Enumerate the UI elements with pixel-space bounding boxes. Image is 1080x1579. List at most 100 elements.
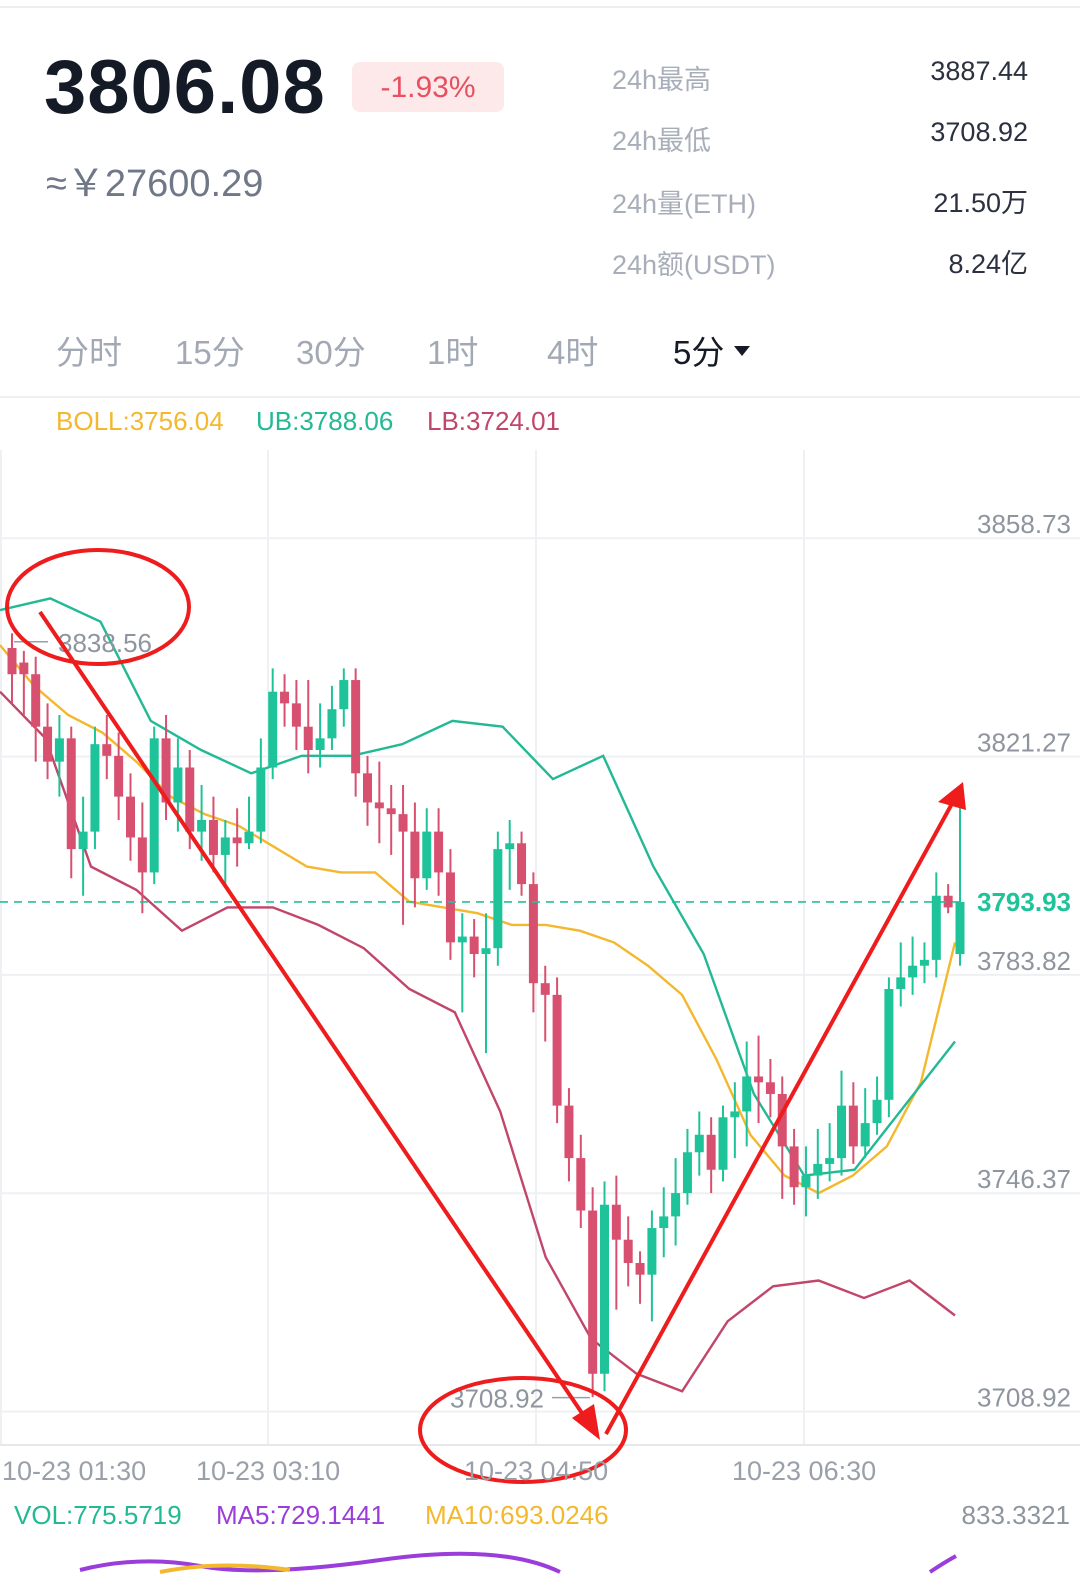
high-marker-label: 3838.56 <box>58 628 152 658</box>
volume-max: 833.3321 <box>961 1500 1070 1530</box>
candle-body <box>931 895 941 960</box>
tab-30m[interactable]: 30分 <box>296 334 366 371</box>
annotation-ellipse <box>418 1376 628 1484</box>
candle-body <box>848 1105 858 1147</box>
x-tick-label: 10-23 06:30 <box>732 1456 877 1486</box>
candle-body <box>801 1175 811 1188</box>
candle-body <box>469 936 479 955</box>
candle-body <box>114 755 124 797</box>
candlestick-chart[interactable]: 3858.73 3821.27 3783.82 3746.37 3708.92 3793.… <box>0 430 1080 1579</box>
candle-body <box>588 1210 598 1374</box>
candle-body <box>185 767 195 832</box>
tab-15m[interactable]: 15分 <box>175 334 245 371</box>
annotation-arrow-up <box>604 799 956 1435</box>
candle-body <box>102 744 112 756</box>
candle-body <box>647 1228 657 1275</box>
caret-down-icon <box>734 346 751 357</box>
candle-body <box>825 1158 835 1164</box>
candle-body <box>505 843 515 850</box>
stat-label-low: 24h最低 <box>612 126 712 156</box>
y-tick-label: 3746.37 <box>977 1164 1071 1194</box>
stat-value-turnover: 8.24亿 <box>948 249 1028 279</box>
candle-body <box>66 738 76 850</box>
candle-body <box>611 1204 621 1240</box>
candle-body <box>789 1146 799 1188</box>
candle-body <box>706 1134 716 1170</box>
candle-body <box>422 831 432 879</box>
tab-4h[interactable]: 4时 <box>547 334 599 371</box>
boll-mid-line <box>0 644 957 1195</box>
stat-value-low: 3708.92 <box>930 117 1028 147</box>
legend-lb: LB:3724.01 <box>427 406 561 436</box>
candle-body <box>173 767 183 803</box>
change-badge: -1.93% <box>352 62 504 112</box>
tab-5m-label: 5分 <box>673 334 725 371</box>
y-tick-label: 3821.27 <box>977 728 1071 758</box>
candle-body <box>540 983 550 995</box>
candle-body <box>943 895 953 908</box>
candle-body <box>908 965 918 978</box>
candle-body <box>576 1158 586 1211</box>
stat-value-volume: 21.50万 <box>933 188 1028 218</box>
legend-boll: BOLL:3756.04 <box>56 406 224 436</box>
boll-lower-line <box>0 690 956 1393</box>
volume-ma10: MA10:693.0246 <box>425 1500 609 1530</box>
candle-body <box>410 831 420 879</box>
candle-body <box>481 948 491 955</box>
candle-body <box>600 1204 609 1374</box>
stat-value-high: 3887.44 <box>930 56 1028 86</box>
candle-body <box>919 959 929 966</box>
tab-5m-dropdown[interactable]: 5分 <box>673 326 751 374</box>
candle-body <box>493 849 503 949</box>
candle-body <box>374 802 384 809</box>
candle-body <box>7 647 17 675</box>
candle-body <box>860 1123 870 1147</box>
annotation-arrow-down <box>38 610 590 1424</box>
candle-body <box>232 837 242 844</box>
candle-body <box>19 662 29 675</box>
arrowhead-icon <box>938 782 966 810</box>
candle-body <box>457 936 467 943</box>
tabs-divider <box>0 396 1080 398</box>
candle-body <box>54 738 64 762</box>
y-tick-label: 3858.73 <box>977 509 1071 539</box>
candle-body <box>43 726 53 762</box>
candle-body <box>398 814 408 832</box>
x-tick-label: 10-23 04:50 <box>464 1456 609 1486</box>
candle-body <box>291 703 301 727</box>
candle-body <box>694 1134 704 1153</box>
volume-ma5: MA5:729.1441 <box>216 1500 386 1530</box>
candle-body <box>754 1076 764 1083</box>
candle-body <box>339 680 349 710</box>
candle-body <box>682 1152 692 1194</box>
candle-body <box>351 680 361 774</box>
candle-body <box>315 738 325 750</box>
candle-body <box>635 1263 645 1275</box>
stat-label-high: 24h最高 <box>612 65 712 95</box>
candle-body <box>517 843 527 885</box>
candle-body <box>955 901 965 955</box>
candle-body <box>90 744 100 832</box>
tab-time-sharing[interactable]: 分时 <box>56 334 122 371</box>
candle-body <box>161 738 171 803</box>
candle-body <box>872 1099 882 1124</box>
candle-body <box>564 1105 574 1159</box>
top-divider <box>0 6 1080 8</box>
y-tick-label: 3708.92 <box>977 1383 1071 1413</box>
tab-1h[interactable]: 1时 <box>427 334 479 371</box>
volume-ma10-line <box>159 1563 291 1574</box>
candle-body <box>303 726 313 750</box>
candle-body <box>434 831 444 873</box>
candle-body <box>671 1193 681 1217</box>
candle-body <box>742 1076 752 1112</box>
candle-body <box>220 837 230 855</box>
candle-body <box>256 767 266 832</box>
candle-body <box>31 674 41 727</box>
legend-ub: UB:3788.06 <box>256 406 394 436</box>
annotation-ellipse <box>5 548 191 666</box>
candle-body <box>149 738 159 873</box>
candle-body <box>730 1111 740 1118</box>
candle-body <box>884 989 894 1100</box>
candle-body <box>208 819 218 855</box>
volume-value: VOL:775.5719 <box>14 1500 182 1530</box>
